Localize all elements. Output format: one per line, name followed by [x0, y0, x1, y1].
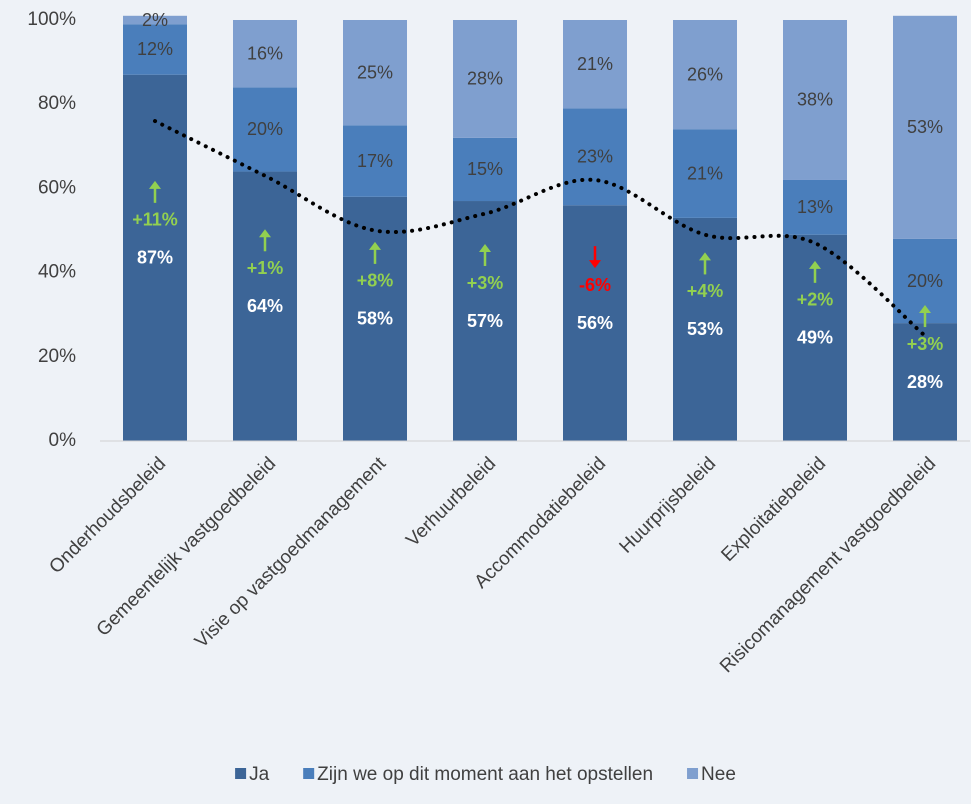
- bar-segment: [893, 15, 957, 239]
- bar-segment: [783, 179, 847, 235]
- legend-swatch: [687, 768, 699, 779]
- bar-segment: [453, 201, 517, 441]
- x-tick-label: Visie op vastgoedmanagement: [191, 453, 391, 653]
- y-tick-label: 0%: [49, 430, 77, 451]
- value-label: 21%: [687, 163, 723, 183]
- value-label: 28%: [467, 69, 503, 89]
- value-label: 12%: [137, 39, 173, 59]
- legend: Ja Zijn we op dit moment aan het opstelle…: [235, 764, 736, 785]
- value-label: 2%: [142, 10, 168, 30]
- x-tick-label: Gemeentelijk vastgoedbeleid: [93, 453, 280, 640]
- value-label: 57%: [467, 311, 503, 331]
- change-arrow-head: [699, 252, 711, 261]
- change-arrow-head: [479, 244, 491, 253]
- change-arrow-head: [919, 305, 931, 314]
- x-tick-label: Verhuurbeleid: [402, 453, 500, 551]
- y-tick-label: 60%: [38, 177, 76, 198]
- y-tick-label: 20%: [38, 346, 76, 367]
- value-label: 20%: [247, 119, 283, 139]
- legend-swatch: [303, 768, 315, 779]
- bar-segment: [563, 205, 627, 441]
- bar-segment: [893, 323, 957, 441]
- y-tick-label: 80%: [38, 93, 76, 114]
- value-label: 38%: [797, 90, 833, 110]
- change-label: +4%: [687, 281, 724, 301]
- bar-segment: [673, 129, 737, 218]
- legend-swatch: [235, 768, 247, 779]
- value-label: 21%: [577, 54, 613, 74]
- bar-segment: [123, 74, 187, 441]
- bar-segment: [343, 196, 407, 441]
- value-label: 49%: [797, 328, 833, 348]
- x-tick-label: Huurprijsbeleid: [616, 453, 720, 557]
- change-arrow-head: [149, 180, 161, 189]
- bar-segment: [233, 171, 297, 441]
- y-tick-label: 100%: [27, 9, 76, 30]
- value-label: 20%: [907, 271, 943, 291]
- change-arrow-head: [369, 241, 381, 250]
- value-label: 53%: [907, 117, 943, 137]
- change-label: +11%: [132, 210, 178, 230]
- value-label: 87%: [137, 248, 173, 268]
- value-label: 25%: [357, 62, 393, 82]
- change-arrow-head: [259, 229, 271, 238]
- value-label: 15%: [467, 159, 503, 179]
- change-label: -6%: [579, 275, 611, 295]
- value-label: 56%: [577, 313, 613, 333]
- bar-segment: [343, 125, 407, 197]
- x-tick-label: Onderhoudsbeleid: [45, 453, 170, 578]
- change-arrow-head: [809, 260, 821, 269]
- value-label: 23%: [577, 147, 613, 167]
- bar-segment: [563, 108, 627, 206]
- value-label: 28%: [907, 372, 943, 392]
- bar-segment: [233, 87, 297, 172]
- change-label: +3%: [907, 334, 944, 354]
- value-label: 64%: [247, 296, 283, 316]
- bar-segment: [563, 20, 627, 109]
- bar-segment: [123, 24, 187, 75]
- x-tick-label: Risicomanagement vastgoedbeleid: [716, 453, 940, 677]
- legend-label: Ja: [249, 764, 270, 785]
- bar-segment: [343, 20, 407, 126]
- value-label: 16%: [247, 43, 283, 63]
- bar-segment: [453, 137, 517, 202]
- change-arrow-head: [589, 260, 601, 269]
- legend-label: Zijn we op dit moment aan het opstellen: [317, 764, 653, 785]
- change-label: +8%: [357, 271, 394, 291]
- value-label: 53%: [687, 319, 723, 339]
- bar-segment: [233, 20, 297, 88]
- change-label: +1%: [247, 258, 284, 278]
- legend-label: Nee: [701, 764, 736, 785]
- change-label: +3%: [467, 273, 504, 293]
- change-label: +2%: [797, 290, 834, 310]
- y-tick-label: 40%: [38, 262, 76, 283]
- value-label: 58%: [357, 309, 393, 329]
- x-tick-label: Exploitatiebeleid: [717, 453, 830, 566]
- bar-segment: [783, 20, 847, 180]
- bar-segment: [453, 20, 517, 138]
- trend-line: [153, 119, 927, 338]
- value-label: 17%: [357, 151, 393, 171]
- bar-segment: [673, 20, 737, 130]
- value-label: 26%: [687, 64, 723, 84]
- value-label: 13%: [797, 197, 833, 217]
- bar-segment: [123, 15, 187, 25]
